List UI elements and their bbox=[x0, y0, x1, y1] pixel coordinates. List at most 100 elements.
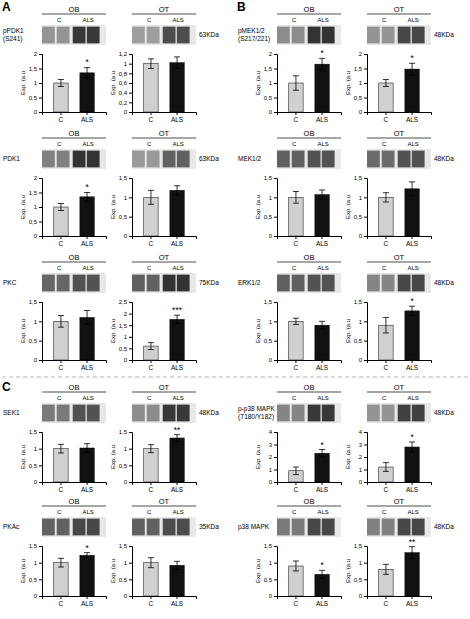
y-tick-label: 0 bbox=[124, 479, 128, 485]
y-tick-label: 0 bbox=[34, 357, 38, 363]
y-tick-label: 0 bbox=[124, 233, 128, 239]
y-tick-mark bbox=[129, 302, 132, 303]
y-tick: 0 bbox=[269, 357, 277, 363]
x-tick-mark bbox=[412, 596, 413, 599]
plot-area bbox=[289, 190, 329, 236]
lane-label: C bbox=[147, 141, 152, 147]
x-axis: CALS bbox=[368, 596, 432, 607]
protein-label: SEK1 bbox=[3, 409, 20, 416]
x-tick-label: C bbox=[384, 116, 389, 123]
x-tick-label: ALS bbox=[171, 486, 184, 493]
y-tick: 1 bbox=[34, 560, 42, 566]
blot-band bbox=[277, 275, 290, 292]
blot-band bbox=[322, 519, 335, 536]
header-underline bbox=[42, 138, 106, 139]
kda-label: 63KDa bbox=[199, 31, 219, 38]
blot-cell: OTCALS48KDa bbox=[367, 497, 454, 537]
lane-label: C bbox=[57, 141, 62, 147]
blot-band bbox=[147, 275, 160, 292]
y-tick-label: 0,5 bbox=[354, 577, 363, 583]
header-underline bbox=[42, 506, 106, 507]
error-bar bbox=[383, 80, 389, 87]
error-bar-stem bbox=[322, 321, 323, 329]
x-axis-line bbox=[43, 483, 107, 486]
error-bar-stem bbox=[150, 558, 151, 568]
y-tick: 1,5 bbox=[29, 190, 42, 196]
y-tick: 1 bbox=[34, 319, 42, 325]
error-bar bbox=[383, 564, 389, 574]
blot-band bbox=[57, 27, 70, 44]
y-tick-label: 0 bbox=[124, 357, 128, 363]
header-underline bbox=[277, 392, 341, 393]
x-tick-mark bbox=[60, 596, 61, 599]
x-tick-label: C bbox=[59, 364, 64, 371]
bar-chart: 01234CALSExp. (a.u* bbox=[345, 429, 432, 492]
x-tick: ALS bbox=[316, 482, 329, 493]
y-axis-line bbox=[39, 303, 43, 361]
y-axis: 00,511,5 bbox=[119, 429, 133, 485]
error-bar-stem bbox=[150, 343, 151, 350]
x-tick: ALS bbox=[171, 360, 184, 371]
y-tick-mark bbox=[129, 93, 132, 94]
y-axis-line bbox=[364, 179, 368, 237]
y-tick-mark bbox=[364, 321, 367, 322]
y-axis-line bbox=[39, 179, 43, 237]
y-tick-label: 2,5 bbox=[119, 299, 128, 305]
header-underline bbox=[132, 392, 196, 393]
y-tick-label: 0,5 bbox=[119, 577, 128, 583]
x-tick-mark bbox=[295, 112, 296, 115]
x-tick: ALS bbox=[171, 236, 184, 247]
blot-band bbox=[73, 275, 86, 292]
y-tick: 0,6 bbox=[119, 80, 132, 86]
bar-chart: 00,511,5CALSExp. (a.u bbox=[255, 175, 342, 246]
y-tick-mark bbox=[129, 449, 132, 450]
y-tick: 1 bbox=[34, 80, 42, 86]
header-underline bbox=[132, 506, 196, 507]
y-tick: 0 bbox=[359, 593, 367, 599]
x-tick: C bbox=[59, 112, 64, 123]
blot-cell: OBCALSPKC bbox=[3, 253, 106, 293]
error-bar-cap bbox=[148, 68, 154, 69]
error-bar-cap bbox=[148, 58, 154, 59]
y-axis-line bbox=[129, 179, 133, 237]
blot-header: OT bbox=[159, 129, 170, 138]
plot-area bbox=[379, 63, 419, 112]
y-tick: 1,5 bbox=[354, 543, 367, 549]
y-axis: 01234 bbox=[269, 429, 278, 485]
lane-label: ALS bbox=[407, 17, 418, 23]
y-tick-mark bbox=[39, 596, 42, 597]
error-bar-stem bbox=[150, 445, 151, 453]
error-bar-cap bbox=[409, 315, 415, 316]
y-tick: 0,5 bbox=[354, 95, 367, 101]
y-tick: 0 bbox=[124, 479, 132, 485]
blot-band bbox=[382, 519, 395, 536]
y-tick-label: 0 bbox=[124, 593, 128, 599]
error-bar bbox=[148, 190, 154, 204]
error-bar-cap bbox=[174, 323, 180, 324]
y-tick-label: 0,5 bbox=[264, 95, 273, 101]
error-bar-cap bbox=[383, 574, 389, 575]
y-tick-label: 1,5 bbox=[119, 175, 128, 181]
y-tick: 0 bbox=[269, 479, 277, 485]
bar-chart: 00,511,5CALSExp. (a.u** bbox=[345, 537, 432, 607]
error-bar-cap bbox=[319, 321, 325, 322]
y-tick-label: 1 bbox=[359, 560, 363, 566]
error-bar bbox=[409, 306, 415, 315]
x-tick: ALS bbox=[406, 360, 419, 371]
y-tick-label: 1,5 bbox=[354, 543, 363, 549]
y-tick: 1,5 bbox=[119, 543, 132, 549]
y-tick-label: 3 bbox=[269, 442, 273, 448]
y-tick: 1,5 bbox=[264, 543, 277, 549]
y-tick-label: 1,5 bbox=[119, 429, 128, 435]
y-tick: 2,5 bbox=[119, 299, 132, 305]
y-tick-mark bbox=[364, 360, 367, 361]
significance: * bbox=[320, 48, 324, 58]
y-tick: 1 bbox=[359, 560, 367, 566]
blot-background bbox=[42, 517, 106, 537]
y-tick-label: 1,5 bbox=[119, 323, 128, 329]
y-tick-mark bbox=[364, 546, 367, 547]
blot-band bbox=[132, 405, 145, 422]
x-tick-label: ALS bbox=[171, 364, 184, 371]
error-bar-cap bbox=[409, 195, 415, 196]
y-tick-label: 0,5 bbox=[119, 346, 128, 352]
